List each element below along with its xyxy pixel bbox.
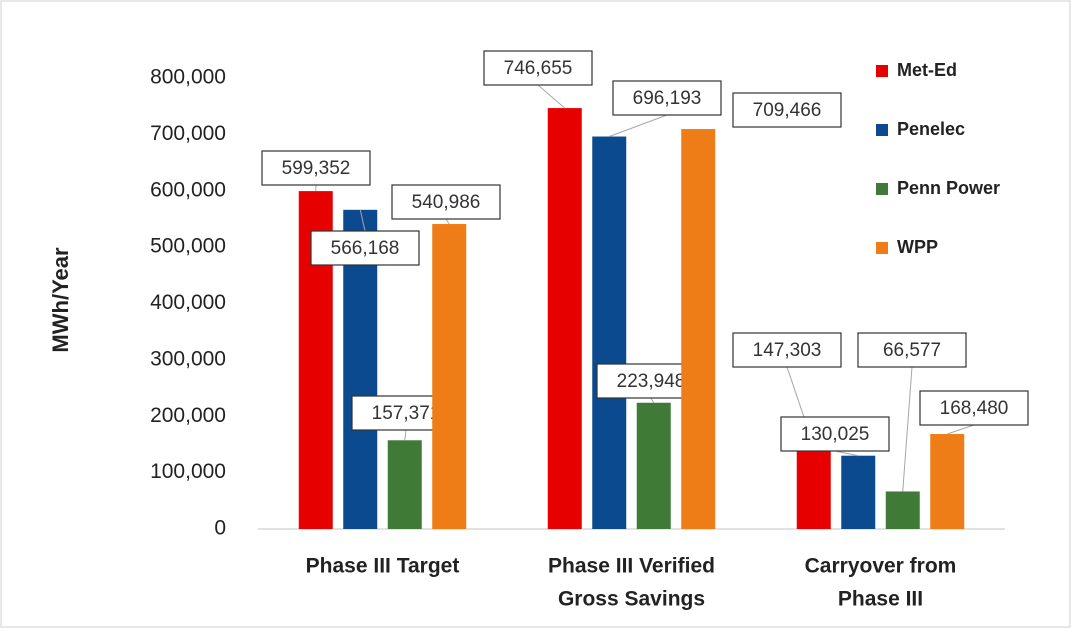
bar [387, 440, 422, 529]
leader-line [902, 366, 913, 492]
value-label: 130,025 [801, 424, 870, 445]
value-label-box [732, 92, 842, 128]
x-tick-label: Phase III Target [306, 555, 460, 578]
legend-swatch [876, 124, 888, 136]
x-tick-label: Gross Savings [558, 588, 705, 611]
y-tick-label: 400,000 [150, 291, 226, 314]
leader-line [404, 429, 407, 441]
legend-swatch [876, 65, 888, 77]
bar [547, 108, 582, 529]
bar [432, 224, 467, 529]
bar [636, 402, 671, 529]
bar [796, 445, 831, 529]
value-label-box [919, 390, 1029, 426]
leader-line [947, 424, 975, 435]
leader-line [650, 397, 655, 403]
value-label-box [857, 332, 967, 368]
value-label: 223,948 [617, 371, 686, 392]
leader-line [445, 218, 450, 225]
value-label-box [310, 230, 420, 266]
y-tick-label: 300,000 [150, 347, 226, 370]
leader-line [609, 114, 668, 137]
y-tick-label: 800,000 [150, 66, 226, 89]
value-label-box [732, 332, 842, 368]
y-tick-label: 700,000 [150, 122, 226, 145]
value-label: 157,371 [372, 403, 441, 424]
x-tick-label: Carryover from [805, 555, 957, 578]
value-label: 66,577 [883, 340, 941, 361]
value-label-box [780, 416, 890, 452]
leader-line [359, 209, 366, 232]
bar [885, 491, 920, 529]
legend-swatch [876, 183, 888, 195]
value-label-box [261, 150, 371, 186]
value-label-box [612, 80, 722, 116]
y-tick-label: 600,000 [150, 178, 226, 201]
value-label: 709,466 [753, 100, 822, 121]
value-label: 746,655 [504, 58, 573, 79]
leader-line [834, 450, 859, 457]
legend-label: WPP [897, 237, 938, 257]
legend-label: Penelec [897, 119, 965, 139]
legend-label: Penn Power [897, 178, 1000, 198]
value-label: 599,352 [282, 158, 351, 179]
y-tick-label: 0 [214, 517, 226, 540]
y-tick-label: 200,000 [150, 404, 226, 427]
x-tick-label: Phase III Verified [548, 555, 715, 578]
value-label: 566,168 [331, 238, 400, 259]
x-tick-label: Phase III [838, 588, 923, 611]
bar [930, 434, 965, 529]
y-axis-label: MWh/Year [48, 247, 73, 353]
bar [681, 129, 716, 529]
y-tick-label: 100,000 [150, 460, 226, 483]
bar [841, 455, 876, 529]
value-label-box [483, 50, 593, 86]
value-label: 540,986 [412, 192, 481, 213]
bar [592, 136, 627, 530]
value-label: 168,480 [940, 398, 1009, 419]
y-tick-label: 500,000 [150, 235, 226, 258]
legend-label: Met-Ed [897, 60, 957, 80]
value-label-box [391, 184, 501, 220]
value-label: 696,193 [633, 88, 702, 109]
legend-swatch [876, 242, 888, 254]
value-label: 147,303 [753, 340, 822, 361]
leader-line [537, 84, 566, 109]
